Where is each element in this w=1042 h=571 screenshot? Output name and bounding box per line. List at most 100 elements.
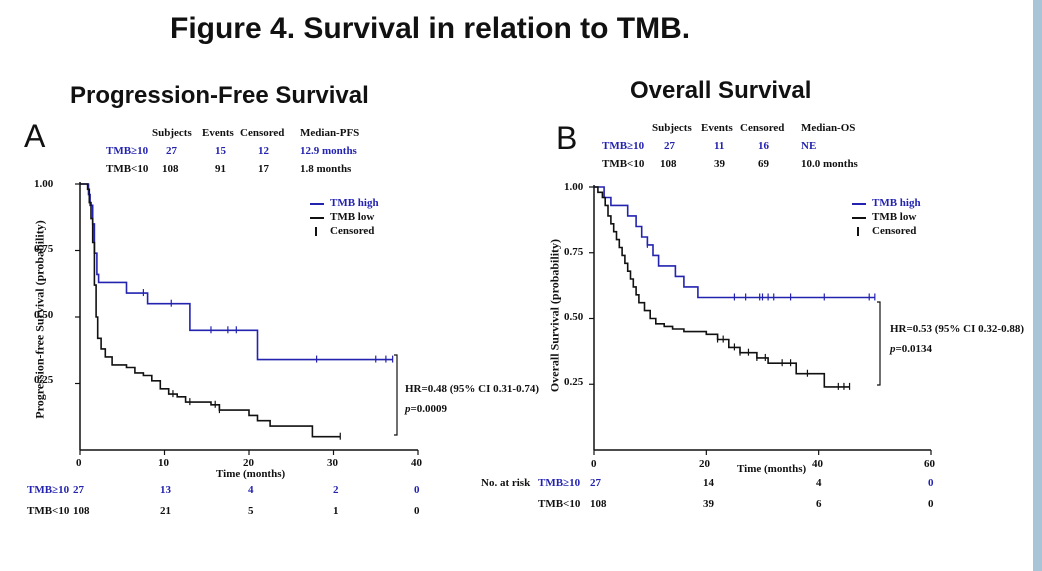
summary-censored: 12 bbox=[258, 145, 269, 157]
risk-count: 27 bbox=[73, 484, 84, 496]
panel-b-plot bbox=[589, 185, 932, 455]
legend-swatch-high bbox=[852, 203, 866, 205]
panel-a-plot bbox=[75, 182, 419, 455]
legend-label: Censored bbox=[872, 225, 917, 237]
y-tick-label: 1.00 bbox=[564, 181, 584, 193]
summary-group: TMB<10 bbox=[106, 163, 149, 175]
y-tick-label: 1.00 bbox=[34, 178, 54, 190]
summary-events: 15 bbox=[215, 145, 226, 157]
summary-header: Censored bbox=[240, 127, 285, 139]
summary-group: TMB≥10 bbox=[106, 145, 149, 157]
panel-b-summary-table: Subjects Events Censored Median-OS TMB≥1… bbox=[598, 122, 898, 176]
p-value: =0.0134 bbox=[895, 343, 933, 355]
panel-a-summary-table: Subjects Events Censored Median-PFS TMB≥… bbox=[100, 127, 400, 181]
legend-label: TMB low bbox=[330, 211, 375, 223]
km-curve-tmb-low bbox=[594, 186, 850, 388]
slide-frame-edge bbox=[1033, 0, 1042, 571]
legend-label: Censored bbox=[330, 225, 375, 237]
summary-censored: 17 bbox=[258, 163, 269, 175]
hr-bracket bbox=[394, 354, 398, 436]
risk-group: TMB≥10 bbox=[27, 484, 70, 496]
summary-group: TMB≥10 bbox=[602, 140, 645, 152]
summary-header: Events bbox=[701, 122, 733, 134]
x-tick-label: 60 bbox=[924, 458, 935, 470]
summary-subjects: 108 bbox=[162, 163, 179, 175]
risk-count: 2 bbox=[333, 484, 339, 496]
summary-subjects: 27 bbox=[166, 145, 177, 157]
legend-censor-mark bbox=[315, 227, 317, 236]
risk-count: 1 bbox=[333, 505, 339, 517]
x-tick-label: 0 bbox=[76, 457, 82, 469]
km-curve-tmb-high bbox=[594, 186, 875, 299]
risk-label: No. at risk bbox=[481, 477, 531, 489]
panel-b-title: Overall Survival bbox=[630, 77, 812, 104]
summary-subjects: 108 bbox=[660, 158, 677, 170]
risk-count: 0 bbox=[414, 484, 420, 496]
summary-censored: 69 bbox=[758, 158, 769, 170]
p-label: p bbox=[405, 403, 411, 415]
summary-header: Subjects bbox=[652, 122, 692, 134]
risk-count: 27 bbox=[590, 477, 601, 489]
risk-count: 0 bbox=[928, 477, 934, 489]
summary-header: Median-OS bbox=[801, 122, 856, 134]
summary-events: 11 bbox=[714, 140, 725, 152]
y-tick-label: 0.50 bbox=[564, 311, 584, 323]
x-tick-label: 30 bbox=[327, 457, 338, 469]
summary-median: 12.9 months bbox=[300, 145, 357, 157]
x-tick-label: 10 bbox=[158, 457, 169, 469]
panel-b-hazard-ratio: HR=0.53 (95% CI 0.32-0.88) p=0.0134 bbox=[890, 323, 1024, 363]
panel-a-hazard-ratio: HR=0.48 (95% CI 0.31-0.74) p=0.0009 bbox=[405, 383, 539, 423]
summary-group: TMB<10 bbox=[602, 158, 645, 170]
summary-subjects: 27 bbox=[664, 140, 675, 152]
y-tick-label: 0.25 bbox=[34, 374, 54, 386]
x-tick-label: 40 bbox=[411, 457, 422, 469]
risk-group: TMB<10 bbox=[27, 505, 70, 517]
legend-swatch-high bbox=[310, 203, 324, 205]
summary-header: Subjects bbox=[152, 127, 192, 139]
y-tick-label: 0.75 bbox=[34, 243, 54, 255]
p-value: =0.0009 bbox=[410, 403, 448, 415]
summary-header: Events bbox=[202, 127, 234, 139]
summary-median: 1.8 months bbox=[300, 163, 352, 175]
y-tick-label: 0.50 bbox=[34, 309, 54, 321]
summary-header: Censored bbox=[740, 122, 785, 134]
legend-swatch-low bbox=[852, 217, 866, 219]
risk-count: 4 bbox=[816, 477, 822, 489]
panel-a-letter: A bbox=[24, 118, 46, 154]
legend-label: TMB high bbox=[872, 197, 921, 209]
p-label: p bbox=[890, 343, 896, 355]
x-tick-label: 0 bbox=[591, 458, 597, 470]
risk-group: TMB<10 bbox=[538, 498, 581, 510]
risk-count: 21 bbox=[160, 505, 171, 517]
summary-censored: 16 bbox=[758, 140, 769, 152]
risk-count: 0 bbox=[928, 498, 934, 510]
risk-count: 13 bbox=[160, 484, 171, 496]
km-curve-tmb-low bbox=[80, 183, 341, 438]
y-tick-label: 0.25 bbox=[564, 376, 584, 388]
risk-count: 108 bbox=[590, 498, 607, 510]
y-tick-label: 0.75 bbox=[564, 246, 584, 258]
panel-b-letter: B bbox=[556, 120, 578, 156]
hr-text: HR=0.53 (95% CI 0.32-0.88) bbox=[890, 323, 1024, 335]
risk-count: 5 bbox=[248, 505, 254, 517]
panel-b-x-axis-label: Time (months) bbox=[737, 463, 807, 475]
legend-censor-mark bbox=[857, 227, 859, 236]
summary-events: 91 bbox=[215, 163, 226, 175]
risk-count: 14 bbox=[703, 477, 714, 489]
summary-header: Median-PFS bbox=[300, 127, 360, 139]
risk-count: 4 bbox=[248, 484, 254, 496]
legend-label: TMB high bbox=[330, 197, 379, 209]
legend-swatch-low bbox=[310, 217, 324, 219]
panel-a-title: Progression-Free Survival bbox=[70, 82, 369, 109]
figure-title: Figure 4. Survival in relation to TMB. bbox=[170, 12, 691, 45]
legend-label: TMB low bbox=[872, 211, 917, 223]
risk-count: 6 bbox=[816, 498, 822, 510]
summary-median: NE bbox=[801, 140, 817, 152]
risk-count: 0 bbox=[414, 505, 420, 517]
risk-count: 39 bbox=[703, 498, 714, 510]
x-tick-label: 20 bbox=[243, 457, 254, 469]
hr-text: HR=0.48 (95% CI 0.31-0.74) bbox=[405, 383, 539, 395]
summary-median: 10.0 months bbox=[801, 158, 858, 170]
x-tick-label: 20 bbox=[699, 458, 710, 470]
